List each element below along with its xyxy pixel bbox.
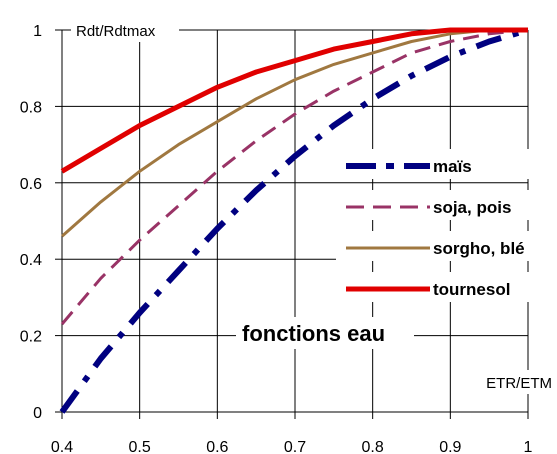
legend-label-1: soja, pois xyxy=(433,198,511,217)
series-line-0 xyxy=(59,27,529,414)
x-tick-label-6: 1 xyxy=(524,439,533,454)
annotation-background xyxy=(236,317,414,349)
y-tick-label-5: 1 xyxy=(33,23,42,40)
x-tick-label-5: 0.9 xyxy=(439,439,461,454)
y-axis-title: Rdt/Rdtmax xyxy=(76,23,156,40)
series-line-2 xyxy=(61,28,528,238)
legend-entry-background-1 xyxy=(336,190,556,220)
legend-label-2: sorgho, blé xyxy=(433,239,525,258)
y-tick-label-1: 0.2 xyxy=(20,329,42,346)
axes xyxy=(55,29,529,419)
x-axis-title-background xyxy=(462,370,554,394)
grid xyxy=(61,29,529,413)
legend-label-0: maïs xyxy=(433,157,472,176)
x-axis-title: ETR/ETM xyxy=(486,375,552,392)
y-tick-label-2: 0.4 xyxy=(20,252,42,269)
y-axis-title-background xyxy=(71,18,179,42)
tick-labels: 0 0.2 0.4 0.6 0.8 1 0.4 0.5 0.6 0.7 0.8 0.9 1 xyxy=(20,23,533,454)
series-line-1 xyxy=(60,28,529,326)
series-line-3 xyxy=(60,27,528,174)
x-tick-label-3: 0.7 xyxy=(284,439,306,454)
legend-label-3: tournesol xyxy=(433,280,510,299)
legend: maïs soja, pois sorgho, blé tournesol xyxy=(336,149,556,302)
y-tick-label-0: 0 xyxy=(33,405,42,422)
x-tick-label-0: 0.4 xyxy=(51,439,73,454)
y-tick-label-4: 0.8 xyxy=(20,99,42,116)
x-tick-label-4: 0.8 xyxy=(362,439,384,454)
y-tick-label-3: 0.6 xyxy=(20,176,42,193)
x-tick-label-2: 0.6 xyxy=(206,439,228,454)
x-tick-label-1: 0.5 xyxy=(129,439,151,454)
chart-annotation: fonctions eau xyxy=(242,321,385,346)
series-lines xyxy=(59,27,529,414)
legend-entry-background-2 xyxy=(336,231,556,261)
